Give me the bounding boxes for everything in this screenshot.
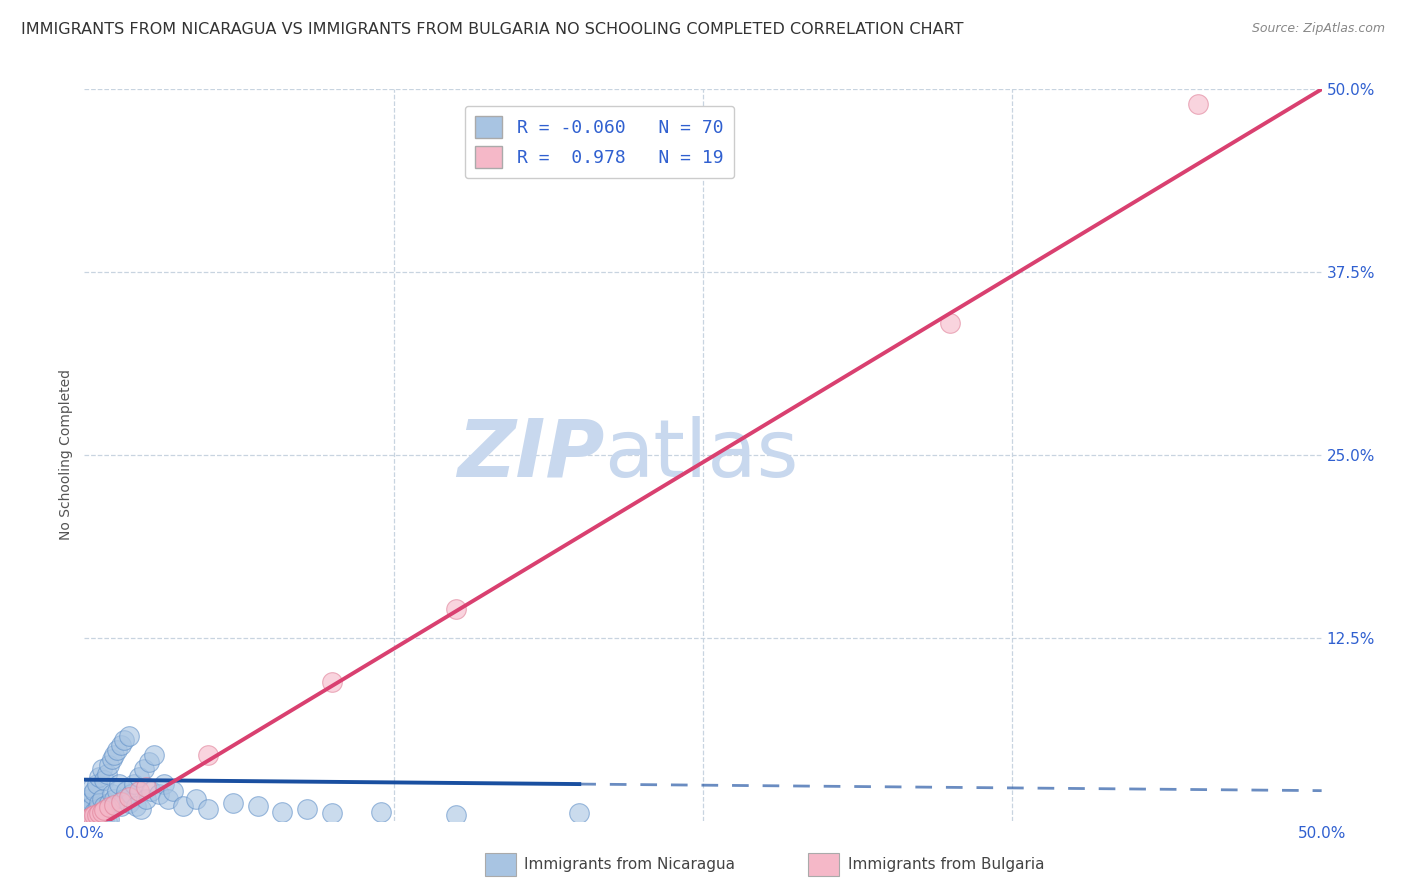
Point [1187,96,1209,111]
Point [162,784,184,798]
Text: ZIP: ZIP [457,416,605,494]
Point [96,802,118,816]
Point [184,791,207,805]
Y-axis label: No Schooling Completed: No Schooling Completed [59,369,73,541]
Point [321,674,343,689]
Point [295,802,318,816]
Point [89,770,111,784]
Point [90,814,112,828]
Point [105,784,128,798]
Point [80,809,103,823]
Point [79,802,101,816]
Point [83,805,105,819]
Point [93,772,115,787]
Text: atlas: atlas [605,416,799,494]
Point [120,787,142,801]
Point [110,799,132,814]
Point [98,796,121,810]
Point [157,791,180,805]
Point [128,784,150,798]
Point [86,777,108,791]
Point [444,601,467,615]
Point [83,812,105,826]
Text: Immigrants from Bulgaria: Immigrants from Bulgaria [848,857,1045,871]
Point [89,806,111,821]
Point [96,767,118,781]
Point [93,812,115,826]
Point [98,758,121,772]
Point [83,784,105,798]
Point [89,796,111,810]
Point [80,814,103,828]
Point [76,812,98,826]
Point [90,791,112,805]
Point [118,729,141,743]
Point [110,738,132,752]
Point [138,755,160,769]
Point [246,799,269,814]
Point [80,787,103,801]
Point [110,795,132,809]
Point [86,814,108,828]
Point [83,807,105,822]
Point [76,814,98,828]
Point [100,752,122,766]
Point [172,799,194,814]
Point [125,799,148,814]
Point [89,812,111,826]
Point [90,805,112,819]
Point [271,805,294,819]
Point [141,784,163,798]
Point [568,806,591,821]
Point [80,799,103,814]
Point [80,781,103,796]
Point [135,780,157,794]
Point [321,806,343,821]
Point [118,790,141,805]
Point [444,807,467,822]
Point [118,796,141,810]
Point [103,791,125,805]
Point [93,799,115,814]
Point [939,316,962,330]
Point [370,805,392,819]
Point [197,802,219,816]
Point [128,770,150,784]
Point [96,814,118,828]
Point [115,784,138,798]
Point [152,777,174,791]
Point [112,791,135,805]
Point [98,800,121,814]
Point [79,796,101,810]
Point [142,747,165,762]
Text: IMMIGRANTS FROM NICARAGUA VS IMMIGRANTS FROM BULGARIA NO SCHOOLING COMPLETED COR: IMMIGRANTS FROM NICARAGUA VS IMMIGRANTS … [21,22,963,37]
Point [108,777,131,791]
Point [197,747,219,762]
Point [86,807,108,822]
Point [222,796,245,810]
Point [79,811,101,825]
Point [90,763,112,777]
Point [103,797,125,812]
Point [103,747,125,762]
Point [148,787,170,801]
Point [135,791,157,805]
Point [122,777,145,791]
Point [100,787,122,801]
Point [129,802,152,816]
Point [132,763,155,777]
Text: Immigrants from Nicaragua: Immigrants from Nicaragua [524,857,735,871]
Point [79,791,101,805]
Point [76,806,98,821]
Point [86,802,108,816]
Text: Source: ZipAtlas.com: Source: ZipAtlas.com [1251,22,1385,36]
Point [79,812,101,826]
Legend: R = -0.060   N = 70, R =  0.978   N = 19: R = -0.060 N = 70, R = 0.978 N = 19 [464,105,734,178]
Point [98,812,121,826]
Point [93,804,115,818]
Point [105,743,128,757]
Point [112,733,135,747]
